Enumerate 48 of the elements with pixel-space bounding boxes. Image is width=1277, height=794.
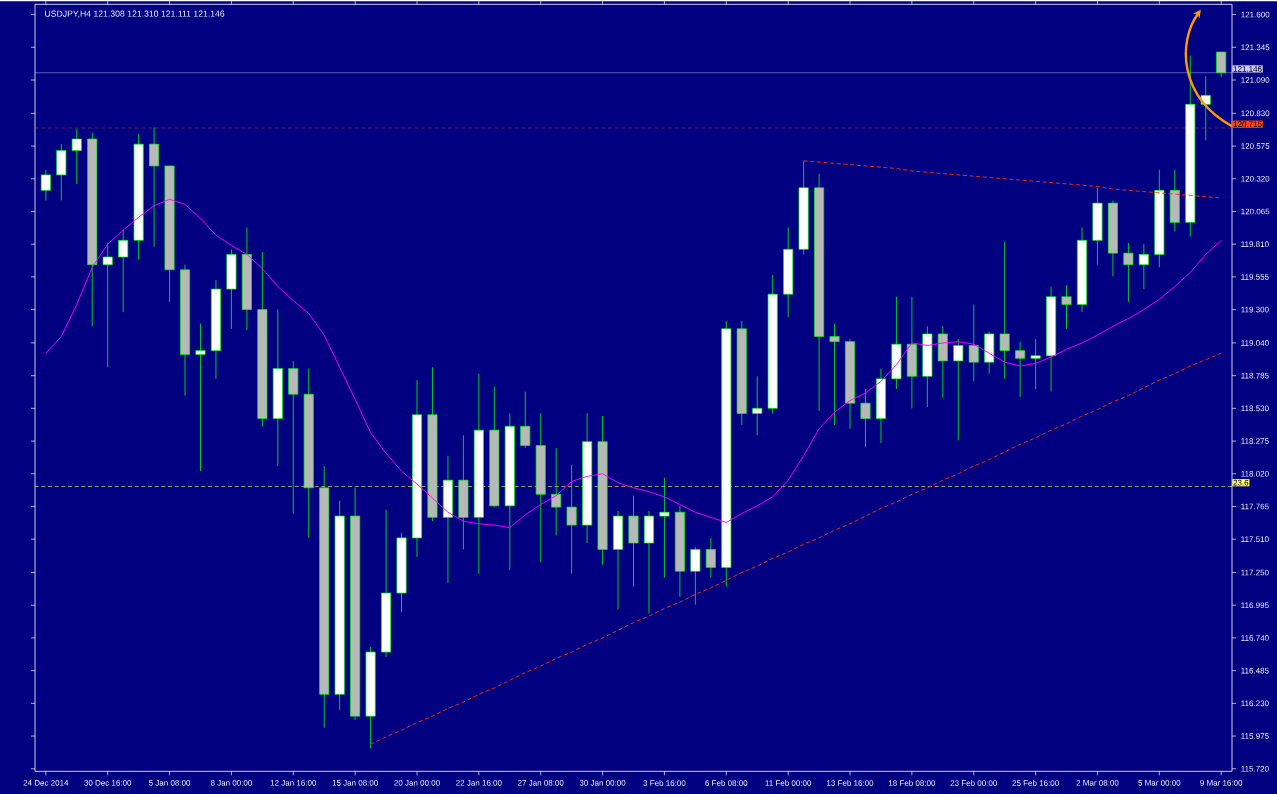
- x-tick-label: 20 Jan 00:00: [394, 779, 440, 786]
- x-tick-label: 12 Jan 16:00: [270, 779, 317, 786]
- x-tick-label: 30 Dec 16:00: [84, 779, 132, 786]
- text: USDJPY,H4 121.308 121.310 121.111 121.146: [45, 10, 225, 18]
- y-tick-label: 115.975: [1241, 733, 1269, 739]
- x-tick-label: 27 Jan 08:00: [517, 779, 564, 786]
- x-tick-label: 9 Mar 16:00: [1200, 779, 1243, 786]
- y-tick-label: 120.065: [1241, 208, 1270, 215]
- y-tick-label: 118.530: [1241, 405, 1269, 412]
- x-tick-label: 2 Mar 08:00: [1076, 779, 1119, 786]
- x-tick-label: 6 Feb 08:00: [705, 779, 748, 786]
- y-tick-label: 119.300: [1241, 306, 1269, 313]
- ref-line-label: 120.715: [1233, 121, 1262, 127]
- y-tick-label: 117.510: [1241, 536, 1269, 542]
- x-tick-label: 24 Dec 2014: [23, 779, 69, 786]
- x-tick-label: 3 Feb 16:00: [643, 779, 686, 786]
- y-tick-label: 116.485: [1241, 667, 1269, 674]
- y-tick-label: 116.995: [1241, 602, 1269, 608]
- y-tick-label: 121.090: [1241, 77, 1270, 83]
- y-tick-label: 116.740: [1241, 634, 1269, 641]
- x-tick-label: 5 Jan 08:00: [148, 779, 191, 786]
- y-tick-label: 118.275: [1241, 438, 1269, 444]
- x-tick-label: 25 Feb 16:00: [1012, 779, 1059, 786]
- y-tick-label: 119.040: [1241, 339, 1269, 346]
- x-tick-label: 13 Feb 16:00: [827, 779, 874, 786]
- x-tick-label: 30 Jan 00:00: [579, 779, 626, 786]
- y-tick-label: 121.600: [1241, 11, 1270, 18]
- y-tick-label: 118.020: [1241, 470, 1269, 477]
- x-tick-label: 11 Feb 00:00: [765, 779, 812, 786]
- y-tick-label: 119.810: [1241, 241, 1269, 247]
- y-tick-label: 120.575: [1241, 143, 1270, 149]
- y-tick-label: 120.830: [1241, 110, 1270, 117]
- x-tick-label: 8 Jan 00:00: [210, 779, 252, 786]
- y-tick-label: 116.230: [1241, 700, 1269, 707]
- y-tick-label: 117.250: [1241, 569, 1269, 576]
- x-tick-label: 18 Feb 08:00: [888, 779, 936, 786]
- x-tick-label: 5 Mar 00:00: [1138, 779, 1181, 786]
- y-tick-label: 118.785: [1241, 372, 1269, 379]
- x-tick-label: 23 Feb 00:00: [950, 779, 997, 786]
- y-tick-label: 120.320: [1241, 175, 1270, 182]
- y-tick-label: 117.765: [1241, 503, 1269, 510]
- ref-line-label: 121.146: [1233, 65, 1262, 72]
- text: 23.6: [1233, 479, 1249, 486]
- y-tick-label: 121.345: [1241, 44, 1270, 50]
- x-tick-label: 15 Jan 08:00: [332, 779, 378, 786]
- y-tick-label: 119.555: [1241, 273, 1269, 280]
- x-tick-label: 22 Jan 16:00: [456, 779, 502, 786]
- y-tick-label: 115.720: [1241, 765, 1269, 772]
